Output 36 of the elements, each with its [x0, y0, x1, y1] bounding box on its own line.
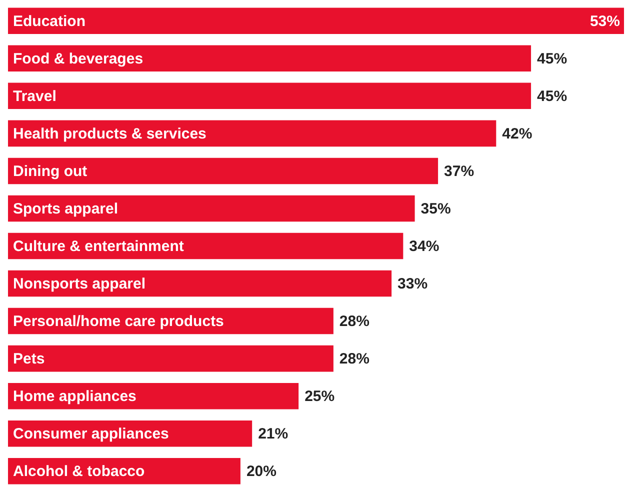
- data-label: 33%: [398, 276, 428, 293]
- bar: [8, 195, 415, 222]
- data-label: 28%: [339, 350, 370, 368]
- y-tick-label: Food & beverages: [13, 50, 144, 68]
- y-tick-label: Travel: [13, 88, 56, 105]
- y-tick-label: Nonsports apparel: [13, 276, 146, 293]
- bar: [8, 232, 404, 260]
- y-tick-label: Alcohol & tobacco: [13, 463, 145, 480]
- bar: [8, 345, 334, 372]
- data-label: 25%: [304, 388, 335, 406]
- data-label: 34%: [409, 238, 440, 255]
- y-tick-label: Sports apparel: [13, 200, 118, 218]
- data-label: 21%: [258, 426, 288, 443]
- data-label: 28%: [339, 313, 370, 330]
- y-tick-label: Personal/home care products: [13, 313, 224, 330]
- bar: [8, 82, 532, 110]
- bar: [8, 270, 392, 297]
- bar: [8, 120, 496, 147]
- bar: [8, 158, 438, 184]
- data-label: 42%: [502, 125, 532, 142]
- data-label: 45%: [537, 88, 568, 105]
- y-tick-label: Home appliances: [13, 388, 136, 406]
- data-label: 20%: [246, 463, 276, 480]
- y-tick-label: Pets: [13, 350, 45, 368]
- y-tick-label: Culture & entertainment: [13, 238, 184, 255]
- data-label: 37%: [444, 162, 474, 180]
- bar: [8, 8, 624, 34]
- y-tick-label: Consumer appliances: [13, 426, 169, 443]
- bar: [8, 45, 532, 72]
- y-tick-label: Dining out: [13, 162, 88, 180]
- y-tick-label: Health products & services: [13, 125, 206, 142]
- bar: [8, 382, 299, 410]
- data-label: 35%: [420, 200, 451, 218]
- data-label: 45%: [537, 50, 568, 68]
- data-label: 53%: [590, 12, 620, 30]
- y-tick-label: Education: [13, 12, 86, 30]
